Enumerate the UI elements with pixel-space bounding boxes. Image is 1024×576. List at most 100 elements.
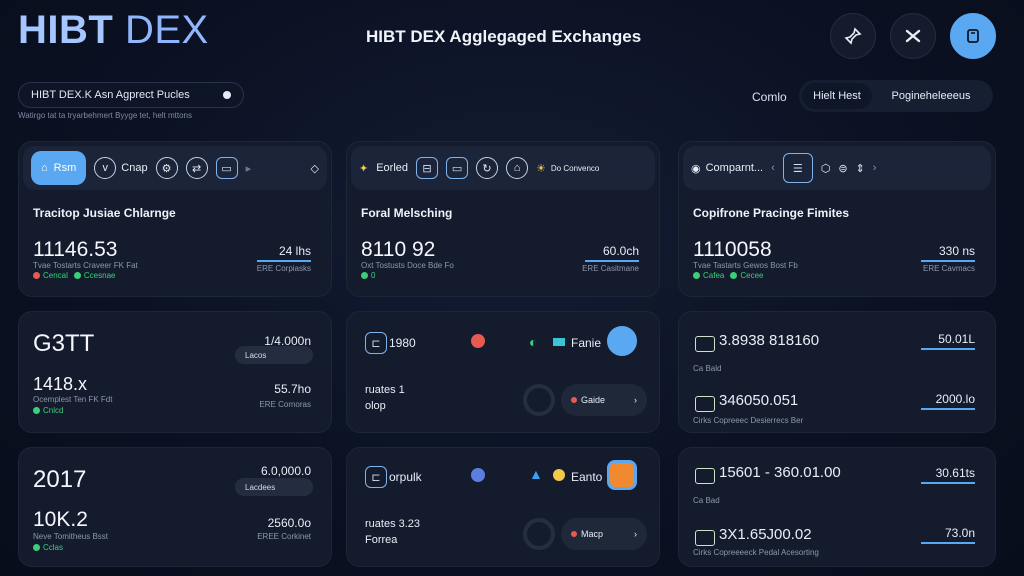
- chevron-right-icon[interactable]: ›: [872, 162, 877, 174]
- segment-option-2[interactable]: Pogineheleeeus: [891, 90, 971, 102]
- row-right-value: 73.0n: [944, 526, 975, 540]
- tag[interactable]: Cecee: [730, 271, 763, 280]
- tag[interactable]: Cnlcd: [33, 406, 63, 415]
- token-red-icon[interactable]: [471, 334, 485, 348]
- refresh-icon[interactable]: ↻: [476, 157, 499, 179]
- change-value: 55.7ho: [274, 382, 311, 396]
- coin-icon: ◉: [691, 162, 701, 175]
- tab-rsm[interactable]: ⌂ Rsm: [31, 151, 87, 185]
- orange-token-icon[interactable]: [607, 460, 637, 490]
- wallet-row-icon: [695, 396, 715, 412]
- list-icon[interactable]: ☰: [782, 153, 813, 183]
- tag-label: Cencal: [43, 271, 68, 280]
- tag[interactable]: Cclas: [33, 543, 63, 552]
- change-sub: EREE Corkinet: [257, 532, 311, 541]
- pin-icon[interactable]: [830, 13, 876, 59]
- token-blue-icon[interactable]: [471, 468, 485, 482]
- red-dot-icon: [571, 397, 577, 403]
- change-sub: ERE Cavmacs: [922, 264, 975, 273]
- row-value: 3.8938 818160: [719, 332, 820, 349]
- sun-icon: ☀: [536, 162, 546, 175]
- status-pill[interactable]: Lacdees: [235, 478, 313, 496]
- wallet-icon[interactable]: [950, 13, 996, 59]
- pair-value: G3TT: [33, 330, 95, 357]
- bulb-icon[interactable]: ✦: [359, 162, 369, 175]
- card-meta: Tvae Tastarts Gewos Bost Fb: [693, 261, 798, 270]
- map-button[interactable]: Macp ›: [561, 518, 647, 550]
- tag[interactable]: Cencal: [33, 271, 68, 280]
- bank-icon[interactable]: ⌂: [506, 157, 529, 179]
- tab-cnap[interactable]: v Cnap: [94, 157, 148, 179]
- chevron-left-icon[interactable]: ‹: [771, 162, 775, 174]
- exchange-card-8: ⊏ orpulk ▲ Eanto ruates 3.23 Forrea Macp…: [346, 447, 660, 567]
- change-sub: ERE Casitmane: [582, 264, 639, 273]
- flag-icon: [553, 338, 565, 346]
- status-dot-icon: [361, 272, 368, 279]
- change-bar: [921, 260, 975, 262]
- row-value: 15601 - 360.01.00: [719, 464, 841, 481]
- sort-icon[interactable]: ⇕: [855, 162, 865, 175]
- card-meta: Ocemplest Ten FK Fdt: [33, 395, 113, 404]
- exchange-card-1: ⌂ Rsm v Cnap ⚙ ⇄ ▭ ▸ ◇ Tracitop Jusiae Chl…: [18, 141, 332, 297]
- pair-id: 1980: [389, 336, 416, 350]
- tab-label[interactable]: Eorled: [376, 162, 409, 174]
- guide-button[interactable]: Gaide ›: [561, 384, 647, 416]
- route-line-1: ruates 3.23: [365, 518, 421, 530]
- route-line-2: Forrea: [365, 534, 398, 546]
- monitor-icon[interactable]: ▭: [215, 157, 238, 179]
- token-label: Eanto: [571, 470, 603, 484]
- button-label: Gaide: [581, 395, 606, 405]
- diamond-icon[interactable]: ◇: [310, 162, 319, 175]
- tag-label: Cafea: [703, 271, 725, 280]
- drop-icon[interactable]: ⬡: [820, 162, 831, 175]
- change-value: 330 ns: [938, 244, 975, 258]
- layout-icon[interactable]: ⊟: [416, 157, 439, 179]
- tag[interactable]: Ccesnae: [73, 271, 115, 280]
- token-green-icon[interactable]: ◐: [529, 334, 538, 350]
- price-value: 8110 92: [361, 238, 436, 261]
- row-right-value: 2000.lo: [935, 392, 975, 406]
- settings-icon[interactable]: ⚙: [155, 157, 178, 179]
- search-dot-icon[interactable]: [223, 91, 231, 99]
- price-value: 11146.53: [33, 238, 118, 261]
- segment-label: Comlo: [752, 90, 787, 104]
- chevron-right-icon: ›: [634, 529, 637, 539]
- globe-icon[interactable]: [607, 326, 637, 356]
- status-pill[interactable]: Lacos: [235, 346, 313, 364]
- tag-label: Cclas: [43, 543, 64, 552]
- tab-convert[interactable]: ☀ Do Convenco: [536, 162, 599, 175]
- lock-icon[interactable]: ⊜: [838, 162, 848, 175]
- pair-id: orpulk: [389, 470, 422, 484]
- page-title: HIBT DEX Agglegaged Exchanges: [366, 27, 642, 46]
- chevron-icon[interactable]: ▸: [245, 162, 252, 175]
- wallet-row-icon: [695, 468, 715, 484]
- row-bar: [921, 348, 975, 350]
- swap-icon[interactable]: ⇄: [185, 157, 208, 179]
- route-line-2: olop: [365, 400, 386, 412]
- exchange-card-4: G3TT 1/4.000n Lacos 1418.x 55.7ho ERE Co…: [18, 311, 332, 433]
- change-bar: [257, 260, 311, 262]
- row-bar: [921, 482, 975, 484]
- change-value: 2560.0o: [267, 516, 311, 530]
- change-sub: ERE Corpiasks: [256, 264, 311, 273]
- row-sub: Cirks Copreeeeck Pedal Acesorting: [693, 548, 819, 557]
- segment-option-1[interactable]: Hielt Hest: [802, 83, 872, 109]
- brand-light: DEX: [113, 8, 209, 52]
- row-bar: [921, 542, 975, 544]
- card-toolbar: ✦ Eorled ⊟ ▭ ↻ ⌂ ☀ Do Convenco: [351, 146, 655, 190]
- token-triangle-icon[interactable]: ▲: [529, 466, 543, 482]
- brand-bold: HIBT: [18, 8, 114, 52]
- v-icon: v: [94, 157, 117, 179]
- volume-value: 1/4.000n: [264, 334, 311, 348]
- search-input[interactable]: HIBT DEX.K Asn Agprect Pucles: [18, 82, 244, 108]
- monitor-icon[interactable]: ▭: [446, 157, 469, 179]
- tag[interactable]: Cafea: [693, 271, 724, 280]
- price-value: 10K.2: [33, 508, 88, 531]
- close-icon[interactable]: [890, 13, 936, 59]
- tag[interactable]: 0: [361, 271, 375, 280]
- tab-compare[interactable]: ◉ Comparnt...: [691, 162, 763, 175]
- search-value: HIBT DEX.K Asn Agprect Pucles: [31, 89, 190, 101]
- pair-value: 2017: [33, 466, 87, 493]
- status-dot-icon: [33, 272, 40, 279]
- token-yellow-icon: [553, 469, 565, 481]
